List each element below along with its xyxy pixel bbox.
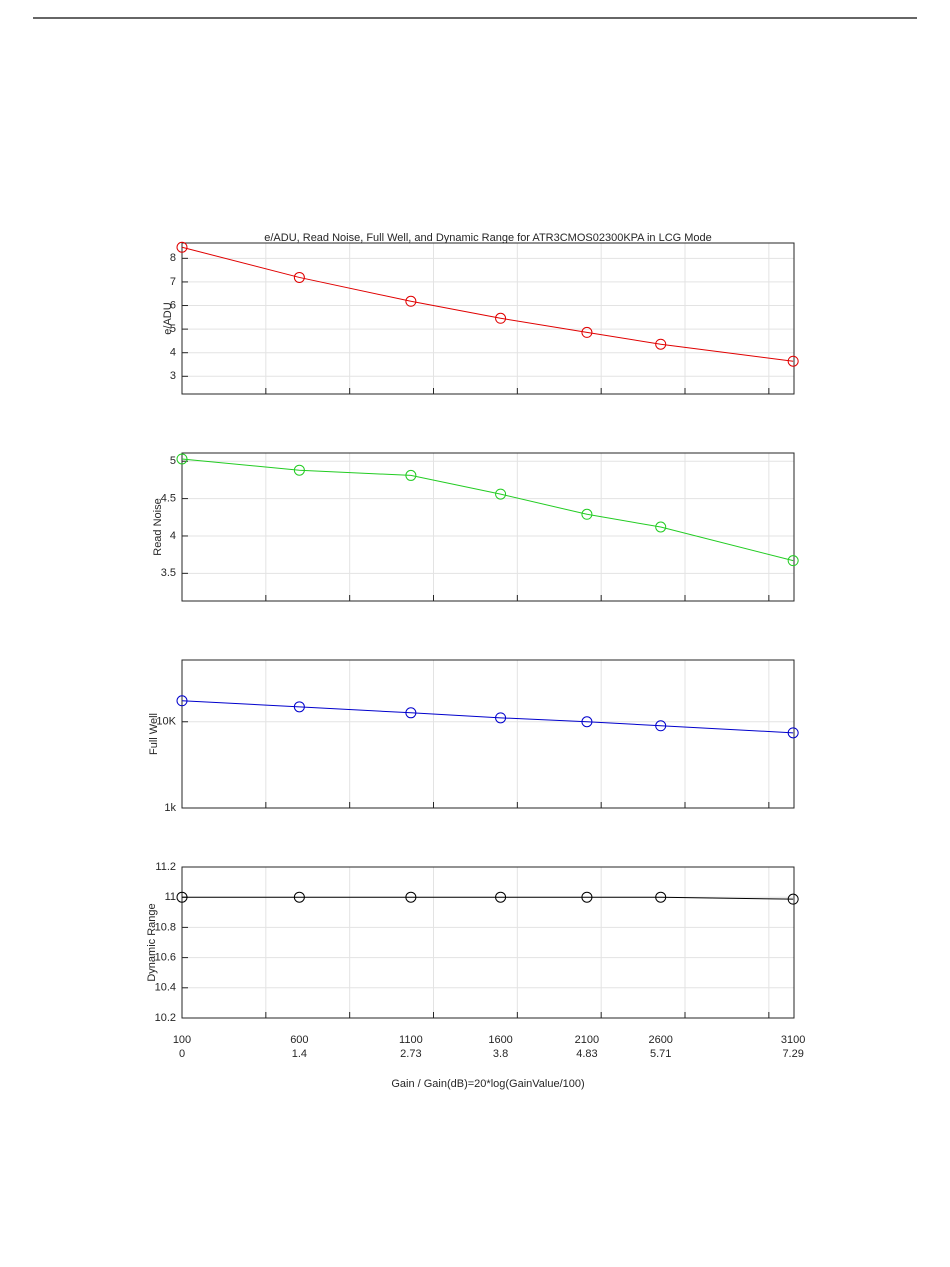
x-tick-label-db: 0 bbox=[179, 1048, 185, 1060]
x-tick-label: 2600 bbox=[648, 1034, 672, 1046]
y-tick-label: 6 bbox=[170, 299, 176, 311]
data-point bbox=[787, 727, 799, 739]
data-line bbox=[181, 246, 794, 362]
x-tick-label-db: 2.73 bbox=[400, 1048, 421, 1060]
y-tick-label: 3.5 bbox=[161, 567, 176, 579]
y-axis-label: Read Noise bbox=[152, 498, 164, 555]
data-point bbox=[655, 891, 667, 903]
data-point bbox=[293, 271, 305, 283]
data-point bbox=[495, 488, 507, 500]
y-tick-label: 11 bbox=[165, 891, 176, 903]
data-point bbox=[787, 893, 799, 905]
x-axis-label: Gain / Gain(dB)=20*log(GainValue/100) bbox=[391, 1078, 584, 1090]
y-axis-label: Full Well bbox=[148, 713, 160, 755]
plot-area bbox=[182, 867, 794, 1018]
x-tick-label: 1600 bbox=[488, 1034, 512, 1046]
y-tick-label: 3 bbox=[170, 370, 176, 382]
data-point bbox=[405, 469, 417, 481]
data-point bbox=[787, 355, 799, 367]
data-point bbox=[655, 338, 667, 350]
data-point bbox=[787, 555, 799, 567]
y-tick-label: 1k bbox=[164, 802, 176, 814]
x-tick-label-db: 5.71 bbox=[650, 1048, 671, 1060]
y-tick-label: 4.5 bbox=[161, 493, 176, 505]
axes-box bbox=[181, 242, 795, 395]
data-line bbox=[181, 458, 794, 562]
y-tick-label: 4 bbox=[170, 530, 176, 542]
data-point bbox=[581, 716, 593, 728]
data-point bbox=[405, 295, 417, 307]
y-tick-label: 7 bbox=[170, 276, 176, 288]
data-point bbox=[655, 720, 667, 732]
data-line bbox=[182, 896, 794, 900]
y-tick-label: 10K bbox=[156, 716, 176, 728]
y-tick-label: 8 bbox=[170, 252, 176, 264]
x-tick-label: 2100 bbox=[575, 1034, 599, 1046]
data-point bbox=[655, 521, 667, 533]
data-point bbox=[176, 695, 188, 707]
data-line bbox=[181, 700, 794, 734]
x-tick-label: 3100 bbox=[781, 1034, 805, 1046]
data-point bbox=[176, 891, 188, 903]
data-point bbox=[581, 508, 593, 520]
y-tick-label: 4 bbox=[170, 347, 176, 359]
data-point bbox=[405, 707, 417, 719]
data-point bbox=[293, 891, 305, 903]
x-tick-label-db: 4.83 bbox=[576, 1048, 597, 1060]
data-point bbox=[495, 891, 507, 903]
data-point bbox=[176, 241, 188, 253]
data-point bbox=[581, 326, 593, 338]
y-axis-label: e/ADU bbox=[162, 302, 174, 334]
data-point bbox=[405, 891, 417, 903]
x-tick-label-db: 3.8 bbox=[493, 1048, 508, 1060]
x-tick-label-db: 1.4 bbox=[292, 1048, 307, 1060]
axes-box bbox=[181, 866, 795, 1019]
data-point bbox=[176, 453, 188, 465]
data-point bbox=[293, 464, 305, 476]
x-tick-label: 100 bbox=[173, 1034, 191, 1046]
y-tick-label: 5 bbox=[170, 455, 176, 467]
y-axis-label: Dynamic Range bbox=[146, 903, 158, 981]
x-tick-label: 1100 bbox=[399, 1034, 423, 1046]
x-tick-label: 600 bbox=[290, 1034, 308, 1046]
x-tick-label-db: 7.29 bbox=[782, 1048, 803, 1060]
chart-title: e/ADU, Read Noise, Full Well, and Dynami… bbox=[264, 232, 712, 244]
data-point bbox=[495, 712, 507, 724]
data-point bbox=[581, 891, 593, 903]
data-point bbox=[293, 701, 305, 713]
plot-area bbox=[182, 243, 794, 394]
y-tick-label: 11.2 bbox=[155, 861, 176, 873]
y-tick-label: 10.2 bbox=[155, 1012, 176, 1024]
plot-area bbox=[182, 453, 794, 601]
y-tick-label: 10.6 bbox=[155, 952, 176, 964]
axes-box bbox=[181, 659, 795, 809]
axes-box bbox=[181, 452, 795, 602]
y-tick-label: 10.8 bbox=[155, 921, 176, 933]
data-point bbox=[495, 312, 507, 324]
y-tick-label: 5 bbox=[170, 323, 176, 335]
plot-area bbox=[182, 660, 794, 808]
y-tick-label: 10.4 bbox=[155, 982, 176, 994]
